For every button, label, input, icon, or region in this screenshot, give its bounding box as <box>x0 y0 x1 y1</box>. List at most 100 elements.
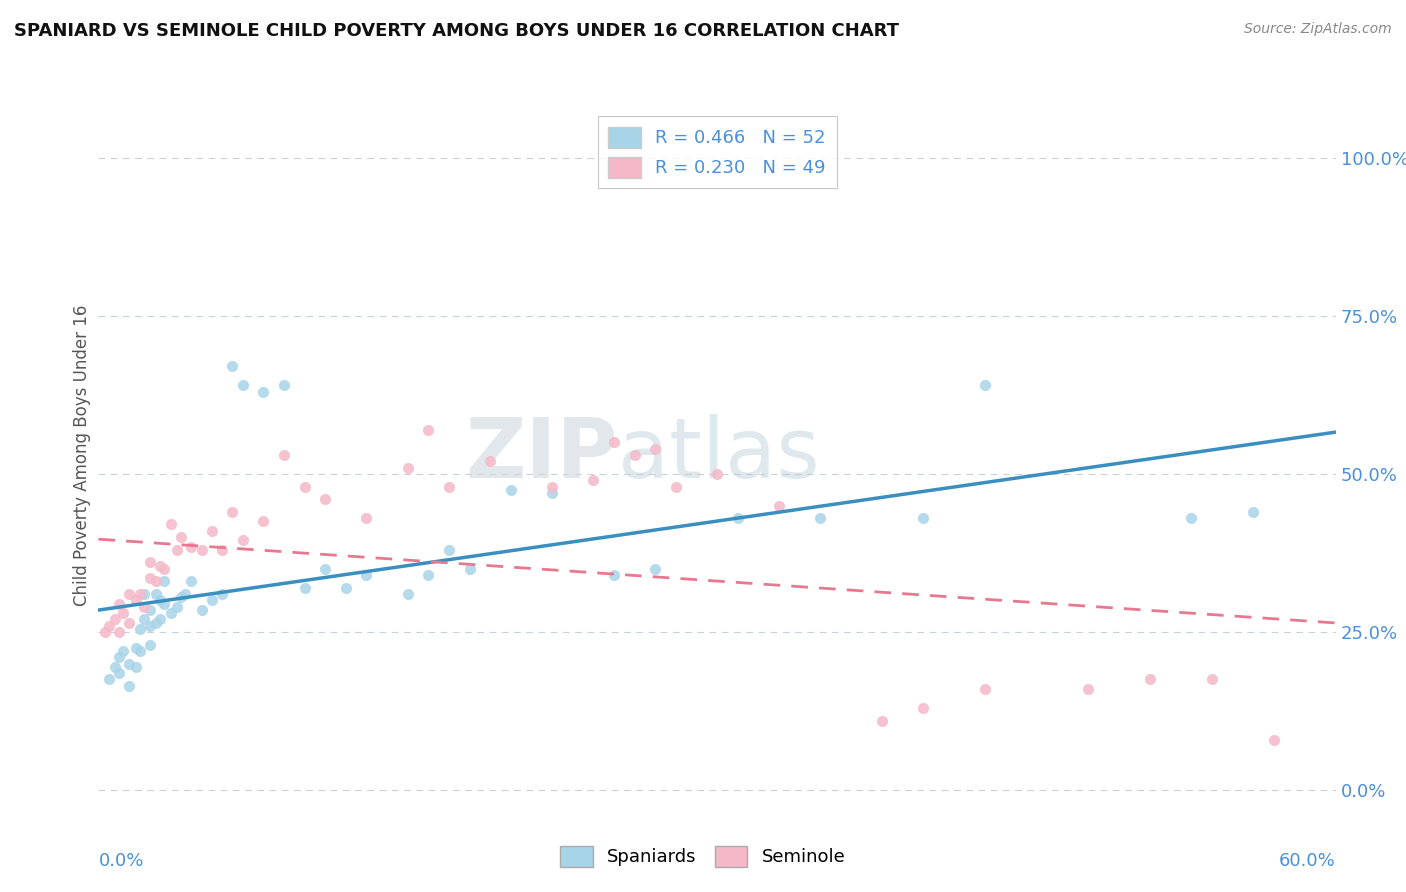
Point <box>118 615 141 630</box>
Point <box>623 448 645 462</box>
Point <box>479 454 502 468</box>
Point <box>232 533 254 548</box>
Text: atlas: atlas <box>619 415 820 495</box>
Text: ZIP: ZIP <box>465 415 619 495</box>
Point <box>1180 511 1202 525</box>
Point <box>541 479 564 493</box>
Point <box>149 558 172 573</box>
Point <box>665 479 688 493</box>
Point <box>139 618 162 632</box>
Point <box>145 615 167 630</box>
Point <box>314 562 336 576</box>
Point <box>93 625 115 640</box>
Point <box>128 587 150 601</box>
Point <box>128 644 150 658</box>
Point <box>118 587 141 601</box>
Point <box>104 612 127 626</box>
Point <box>112 606 135 620</box>
Point <box>104 660 127 674</box>
Point <box>437 542 460 557</box>
Point <box>396 587 419 601</box>
Point <box>356 568 378 582</box>
Point <box>132 587 155 601</box>
Point <box>499 483 522 497</box>
Point <box>418 568 440 582</box>
Point <box>190 603 212 617</box>
Point <box>974 378 997 392</box>
Point <box>170 591 193 605</box>
Point <box>437 479 460 493</box>
Point <box>139 556 162 570</box>
Point <box>124 660 146 674</box>
Point <box>201 524 224 538</box>
Point <box>153 597 176 611</box>
Text: SPANIARD VS SEMINOLE CHILD POVERTY AMONG BOYS UNDER 16 CORRELATION CHART: SPANIARD VS SEMINOLE CHILD POVERTY AMONG… <box>14 22 898 40</box>
Point <box>149 593 172 607</box>
Point <box>808 511 831 525</box>
Point <box>124 593 146 607</box>
Point <box>582 473 605 487</box>
Point <box>190 542 212 557</box>
Point <box>124 640 146 655</box>
Point <box>139 571 162 585</box>
Point <box>139 603 162 617</box>
Point <box>335 581 357 595</box>
Y-axis label: Child Poverty Among Boys Under 16: Child Poverty Among Boys Under 16 <box>73 304 91 606</box>
Point <box>356 511 378 525</box>
Point <box>418 423 440 437</box>
Text: Source: ZipAtlas.com: Source: ZipAtlas.com <box>1244 22 1392 37</box>
Point <box>974 681 997 696</box>
Point <box>458 562 481 576</box>
Point <box>159 606 181 620</box>
Point <box>108 650 131 665</box>
Point <box>870 714 893 728</box>
Point <box>221 359 243 374</box>
Point <box>159 517 181 532</box>
Legend: Spaniards, Seminole: Spaniards, Seminole <box>553 838 853 874</box>
Point <box>201 593 224 607</box>
Point <box>294 581 316 595</box>
Point <box>180 574 202 589</box>
Point <box>314 492 336 507</box>
Point <box>97 618 120 632</box>
Point <box>644 562 666 576</box>
Point <box>166 599 188 614</box>
Point <box>1077 681 1099 696</box>
Point <box>128 622 150 636</box>
Point <box>118 679 141 693</box>
Point <box>174 587 197 601</box>
Point <box>108 597 131 611</box>
Legend: R = 0.466   N = 52, R = 0.230   N = 49: R = 0.466 N = 52, R = 0.230 N = 49 <box>598 116 837 188</box>
Point <box>273 378 295 392</box>
Point <box>132 599 155 614</box>
Point <box>108 625 131 640</box>
Point <box>153 574 176 589</box>
Point <box>132 612 155 626</box>
Point <box>396 460 419 475</box>
Point <box>118 657 141 671</box>
Point <box>145 587 167 601</box>
Point <box>644 442 666 456</box>
Point <box>252 384 274 399</box>
Point <box>139 638 162 652</box>
Point <box>221 505 243 519</box>
Point <box>1241 505 1264 519</box>
Point <box>912 511 935 525</box>
Point <box>211 542 233 557</box>
Point <box>149 612 172 626</box>
Point <box>112 644 135 658</box>
Point <box>1263 732 1285 747</box>
Point <box>273 448 295 462</box>
Point <box>603 568 626 582</box>
Text: 60.0%: 60.0% <box>1279 852 1336 870</box>
Point <box>232 378 254 392</box>
Point <box>912 701 935 715</box>
Point <box>211 587 233 601</box>
Point <box>108 666 131 681</box>
Point <box>706 467 728 481</box>
Point <box>541 486 564 500</box>
Point <box>170 530 193 544</box>
Point <box>1201 673 1223 687</box>
Point <box>1139 673 1161 687</box>
Point <box>768 499 790 513</box>
